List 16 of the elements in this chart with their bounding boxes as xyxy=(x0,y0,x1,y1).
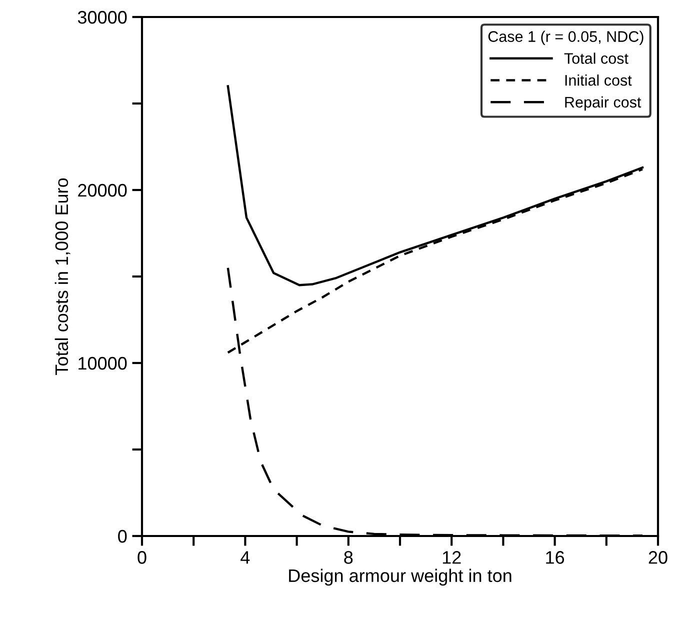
y-tick-label: 30000 xyxy=(78,10,127,24)
x-tick-label: 4 xyxy=(240,551,250,564)
x-tick-label: 0 xyxy=(138,551,146,564)
x-tick-label: 12 xyxy=(442,551,461,564)
y-axis-title: Total costs in 1,000 Euro xyxy=(54,178,70,375)
y-tick-label: 20000 xyxy=(78,184,127,197)
x-tick-label: 8 xyxy=(344,551,353,564)
legend-label: Total cost xyxy=(564,52,628,64)
legend-label: Initial cost xyxy=(565,74,632,86)
x-tick-label: 20 xyxy=(648,551,668,564)
x-tick-label: 16 xyxy=(546,551,564,564)
y-tick-label: 0 xyxy=(118,530,127,543)
y-tick-label: 10000 xyxy=(78,356,127,370)
legend-label: Repair cost xyxy=(565,96,642,111)
legend-title: Case 1 (r = 0.05, NDC) xyxy=(488,30,644,45)
x-axis-title: Design armour weight in ton xyxy=(289,568,512,586)
